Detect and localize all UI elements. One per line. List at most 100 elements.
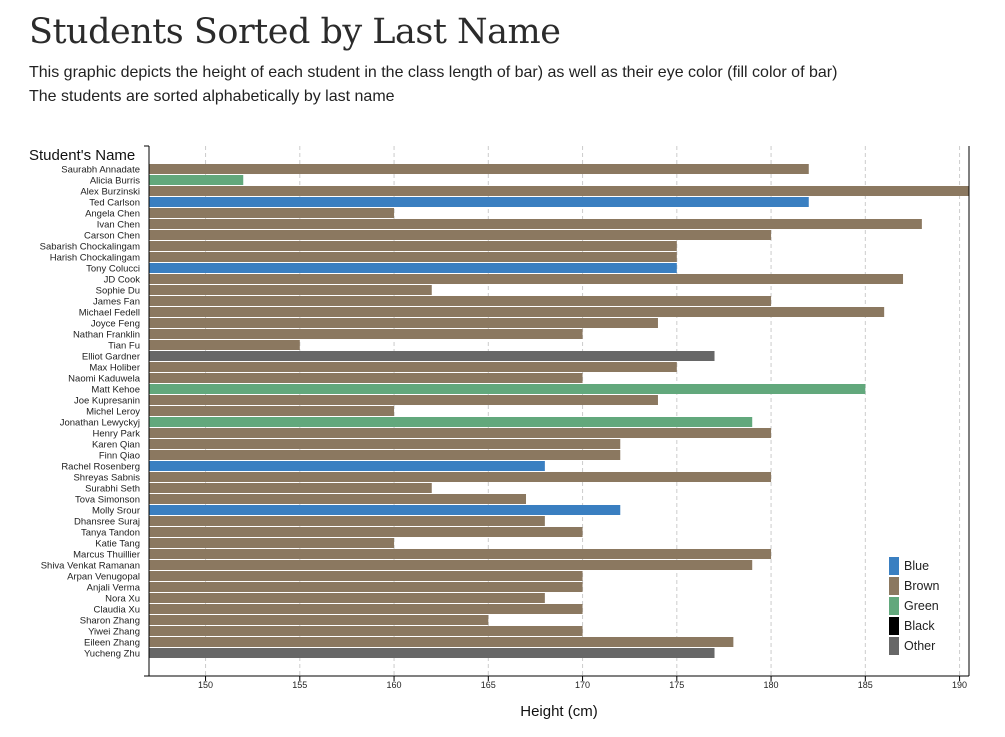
bar-30 <box>149 494 527 504</box>
bar-4 <box>149 208 395 218</box>
student-name-label: Joyce Feng <box>91 318 140 329</box>
student-name-label: JD Cook <box>104 274 141 285</box>
bar-5 <box>149 219 922 229</box>
legend-label: Green <box>904 599 939 613</box>
bar-24 <box>149 428 772 438</box>
student-name-label: Shreyas Sabnis <box>73 472 140 483</box>
student-name-label: Eileen Zhang <box>84 637 140 648</box>
student-name-label: Tova Simonson <box>75 494 140 505</box>
bar-31 <box>149 505 621 515</box>
bar-11 <box>149 285 432 295</box>
student-name-label: Rachel Rosenberg <box>61 461 140 472</box>
student-name-label: Surabhi Seth <box>85 483 140 494</box>
bar-28 <box>149 472 772 482</box>
student-name-label: Alex Burzinski <box>80 186 140 197</box>
legend-swatch-brown <box>889 577 899 595</box>
student-name-label: Alicia Burris <box>90 175 140 186</box>
legend-label: Blue <box>904 559 929 573</box>
student-name-label: Sharon Zhang <box>80 615 140 626</box>
bar-39 <box>149 593 545 603</box>
student-name-label: Carson Chen <box>84 230 140 241</box>
x-tick-label: 160 <box>387 680 402 690</box>
legend-swatch-other <box>889 637 899 655</box>
bar-3 <box>149 197 809 207</box>
x-tick-label: 180 <box>764 680 779 690</box>
student-name-label: Anjali Verma <box>87 582 141 593</box>
legend: Blue Brown Green Black Other <box>889 557 939 655</box>
bar-25 <box>149 439 621 449</box>
bar-15 <box>149 329 583 339</box>
bar-22 <box>149 406 395 416</box>
bar-42 <box>149 626 583 636</box>
student-name-label: Sophie Du <box>96 285 140 296</box>
chart-description-line-2: The students are sorted alphabetically b… <box>29 88 395 105</box>
x-tick-label: 185 <box>858 680 873 690</box>
student-name-label: Matt Kehoe <box>91 384 140 395</box>
student-name-label: Marcus Thuillier <box>73 549 140 560</box>
bar-35 <box>149 549 772 559</box>
student-name-label: James Fan <box>93 296 140 307</box>
legend-label: Brown <box>904 579 939 593</box>
bar-32 <box>149 516 545 526</box>
student-name-label: Sabarish Chockalingam <box>40 241 140 252</box>
student-name-label: Joe Kupresanin <box>74 395 140 406</box>
legend-swatch-black <box>889 617 899 635</box>
student-name-label: Nora Xu <box>105 593 140 604</box>
student-name-label: Arpan Venugopal <box>67 571 140 582</box>
bar-1 <box>149 175 244 185</box>
x-tick-label: 150 <box>198 680 213 690</box>
student-name-label: Ted Carlson <box>89 197 140 208</box>
student-name-label: Karen Qian <box>92 439 140 450</box>
bar-13 <box>149 307 885 317</box>
page-title: Students Sorted by Last Name <box>29 12 561 52</box>
student-name-label: Yucheng Zhu <box>84 648 140 659</box>
student-name-label: Ivan Chen <box>97 219 140 230</box>
bar-17 <box>149 351 715 361</box>
student-name-label: Yiwei Zhang <box>88 626 140 637</box>
legend-label: Black <box>904 619 935 633</box>
bar-9 <box>149 263 677 273</box>
bar-10 <box>149 274 904 284</box>
student-name-label: Tony Colucci <box>86 263 140 274</box>
bar-43 <box>149 637 734 647</box>
student-name-label: Henry Park <box>92 428 140 439</box>
bar-41 <box>149 615 489 625</box>
bars <box>149 164 969 658</box>
student-name-label: Michael Fedell <box>79 307 140 318</box>
x-tick-label: 190 <box>952 680 967 690</box>
bar-23 <box>149 417 753 427</box>
bar-40 <box>149 604 583 614</box>
axes <box>144 145 970 677</box>
student-name-label: Tian Fu <box>108 340 140 351</box>
bar-8 <box>149 252 677 262</box>
bar-44 <box>149 648 715 658</box>
student-name-label: Claudia Xu <box>94 604 140 615</box>
bar-36 <box>149 560 753 570</box>
x-axis-title: Height (cm) <box>520 703 598 720</box>
student-name-label: Molly Srour <box>92 505 140 516</box>
bar-19 <box>149 373 583 383</box>
legend-swatch-green <box>889 597 899 615</box>
bar-18 <box>149 362 677 372</box>
legend-swatch-blue <box>889 557 899 575</box>
bar-2 <box>149 186 969 196</box>
legend-label: Other <box>904 639 935 653</box>
bar-38 <box>149 582 583 592</box>
bar-34 <box>149 538 395 548</box>
student-name-label: Finn Qiao <box>99 450 140 461</box>
bar-6 <box>149 230 772 240</box>
bar-21 <box>149 395 658 405</box>
bar-20 <box>149 384 866 394</box>
bar-26 <box>149 450 621 460</box>
x-tick-label: 170 <box>575 680 590 690</box>
x-tick-label: 165 <box>481 680 496 690</box>
bar-37 <box>149 571 583 581</box>
student-name-label: Michel Leroy <box>86 406 140 417</box>
bar-29 <box>149 483 432 493</box>
bar-7 <box>149 241 677 251</box>
student-name-label: Shiva Venkat Ramanan <box>41 560 140 571</box>
y-axis-title: Student's Name <box>29 147 135 164</box>
student-name-label: Nathan Franklin <box>73 329 140 340</box>
